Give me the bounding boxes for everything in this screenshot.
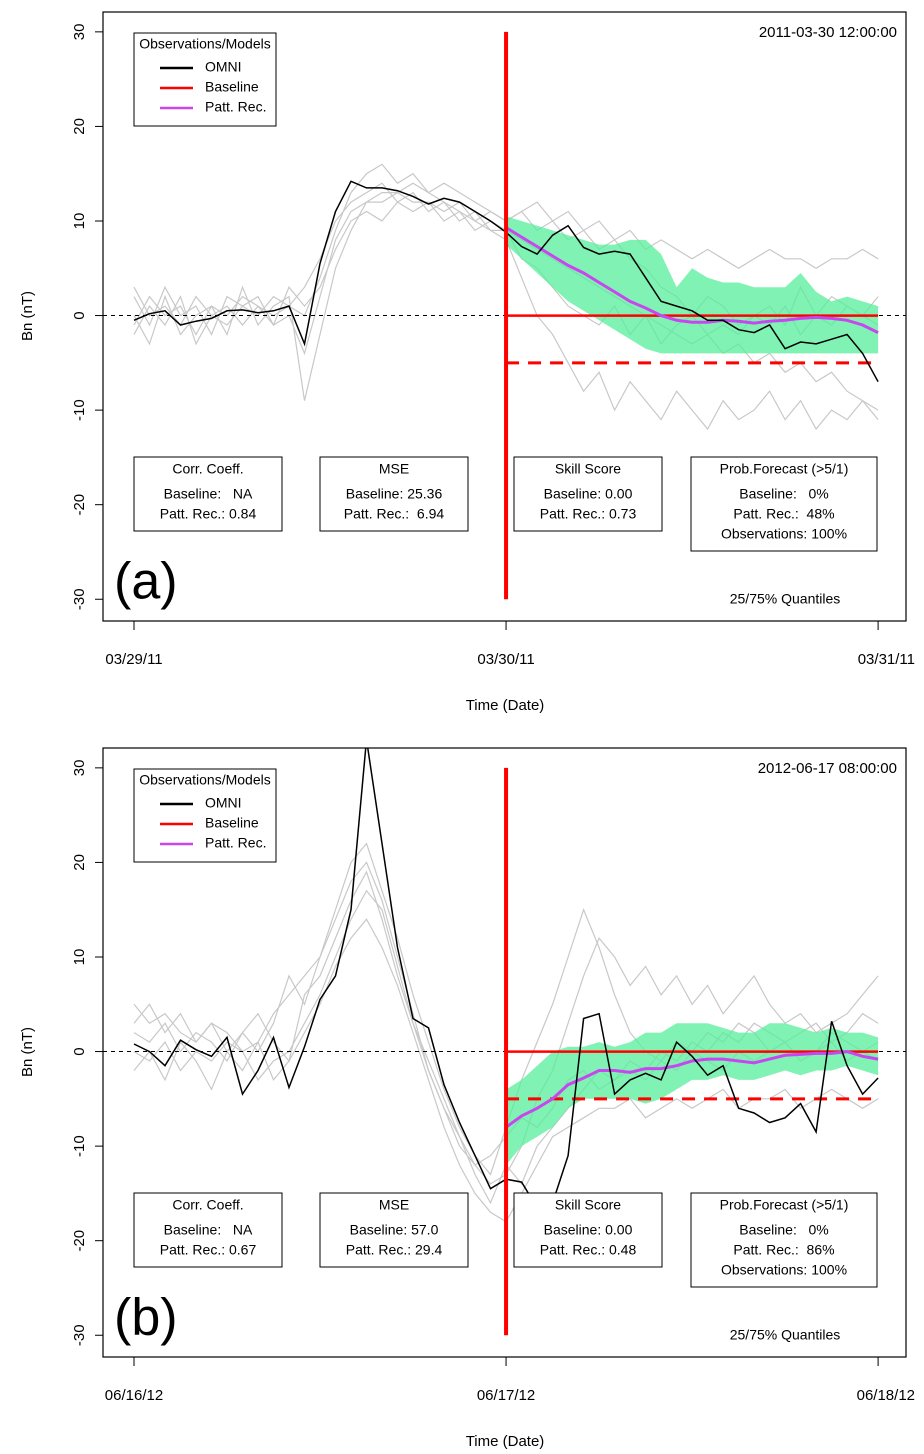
panel-label: (a) [114, 553, 178, 611]
stats-box [513, 456, 663, 532]
legend-label: OMNI [205, 795, 242, 811]
y-tick-label: -10 [71, 399, 88, 421]
stats-row: Patt. Rec.: 86% [733, 1242, 834, 1258]
stats-row: Observations: 100% [721, 1262, 847, 1278]
series-line [505, 226, 879, 334]
stats-row: Patt. Rec.: 0.67 [160, 1242, 257, 1258]
y-axis-label: Bn (nT) [19, 1027, 36, 1077]
quantile-label: 25/75% Quantiles [730, 591, 841, 607]
plot-area [103, 748, 906, 1223]
y-tick-label: 0 [71, 1047, 88, 1055]
quantile-label: 25/75% Quantiles [730, 1327, 841, 1343]
legend-label: Patt. Rec. [205, 835, 266, 851]
stats-row: Baseline: 25.36 [346, 486, 443, 502]
y-tick-label: 20 [71, 118, 88, 135]
y-tick-label: -20 [71, 494, 88, 516]
panel-label: (b) [114, 1289, 178, 1347]
x-tick-label: 03/30/11 [477, 651, 534, 668]
stats-row: Baseline: NA [164, 486, 253, 502]
y-tick-label: 10 [71, 949, 88, 966]
y-tick-label: -10 [71, 1135, 88, 1157]
stats-row: Baseline: 57.0 [350, 1222, 439, 1238]
stats-title: Prob.Forecast (>5/1) [720, 461, 849, 477]
stats-box [319, 456, 469, 532]
stats-row: Baseline: 0.00 [544, 486, 633, 502]
stats-title: Corr. Coeff. [172, 1197, 243, 1213]
plot-frame [102, 11, 907, 622]
legend-title: Observations/Models [139, 772, 271, 788]
stats-box [133, 456, 283, 532]
y-tick-label: -20 [71, 1230, 88, 1252]
stats-title: Prob.Forecast (>5/1) [720, 1197, 849, 1213]
stats-box [690, 456, 878, 552]
x-tick-label: 06/18/12 [857, 1387, 915, 1404]
legend-label: Baseline [205, 79, 259, 95]
x-axis-label: Time (Date) [466, 1433, 545, 1450]
stats-row: Observations: 100% [721, 526, 847, 542]
stats-row: Patt. Rec.: 29.4 [346, 1242, 443, 1258]
x-axis-label: Time (Date) [466, 697, 545, 714]
y-tick-label: 20 [71, 854, 88, 871]
timestamp: 2012-06-17 08:00:00 [758, 760, 897, 777]
legend-label: Baseline [205, 815, 259, 831]
stats-row: Patt. Rec.: 48% [733, 506, 834, 522]
stats-title: Skill Score [555, 461, 621, 477]
y-tick-label: -30 [71, 588, 88, 610]
stats-row: Patt. Rec.: 6.94 [344, 506, 445, 522]
stats-row: Patt. Rec.: 0.48 [540, 1242, 637, 1258]
legend-box [133, 768, 277, 863]
y-tick-label: 30 [71, 760, 88, 777]
y-tick-label: 0 [71, 311, 88, 319]
legend-title: Observations/Models [139, 36, 271, 52]
stats-row: Patt. Rec.: 0.73 [540, 506, 637, 522]
stats-row: Baseline: NA [164, 1222, 253, 1238]
stats-title: MSE [379, 461, 409, 477]
x-tick-label: 06/16/12 [105, 1387, 163, 1404]
quantile-band [506, 1023, 879, 1165]
stats-row: Baseline: 0% [739, 486, 829, 502]
x-tick-label: 06/17/12 [477, 1387, 535, 1404]
stats-title: MSE [379, 1197, 409, 1213]
timestamp: 2011-03-30 12:00:00 [759, 24, 897, 41]
y-tick-label: 10 [71, 213, 88, 230]
legend-box [133, 32, 277, 127]
x-tick-label: 03/29/11 [105, 651, 162, 668]
quantile-band [506, 216, 879, 354]
plot-frame [102, 747, 907, 1358]
y-tick-label: -30 [71, 1324, 88, 1346]
stats-row: Patt. Rec.: 0.84 [160, 506, 257, 522]
legend-label: OMNI [205, 59, 242, 75]
legend-label: Patt. Rec. [205, 99, 266, 115]
x-tick-label: 03/31/11 [858, 651, 915, 668]
stats-title: Skill Score [555, 1197, 621, 1213]
stats-box [133, 1192, 283, 1268]
stats-row: Baseline: 0.00 [544, 1222, 633, 1238]
stats-row: Baseline: 0% [739, 1222, 829, 1238]
stats-title: Corr. Coeff. [172, 461, 243, 477]
stats-box [690, 1192, 878, 1288]
stats-box [319, 1192, 469, 1268]
y-tick-label: 30 [71, 24, 88, 41]
stats-box [513, 1192, 663, 1268]
series-line [505, 1050, 879, 1129]
y-axis-label: Bn (nT) [19, 291, 36, 341]
